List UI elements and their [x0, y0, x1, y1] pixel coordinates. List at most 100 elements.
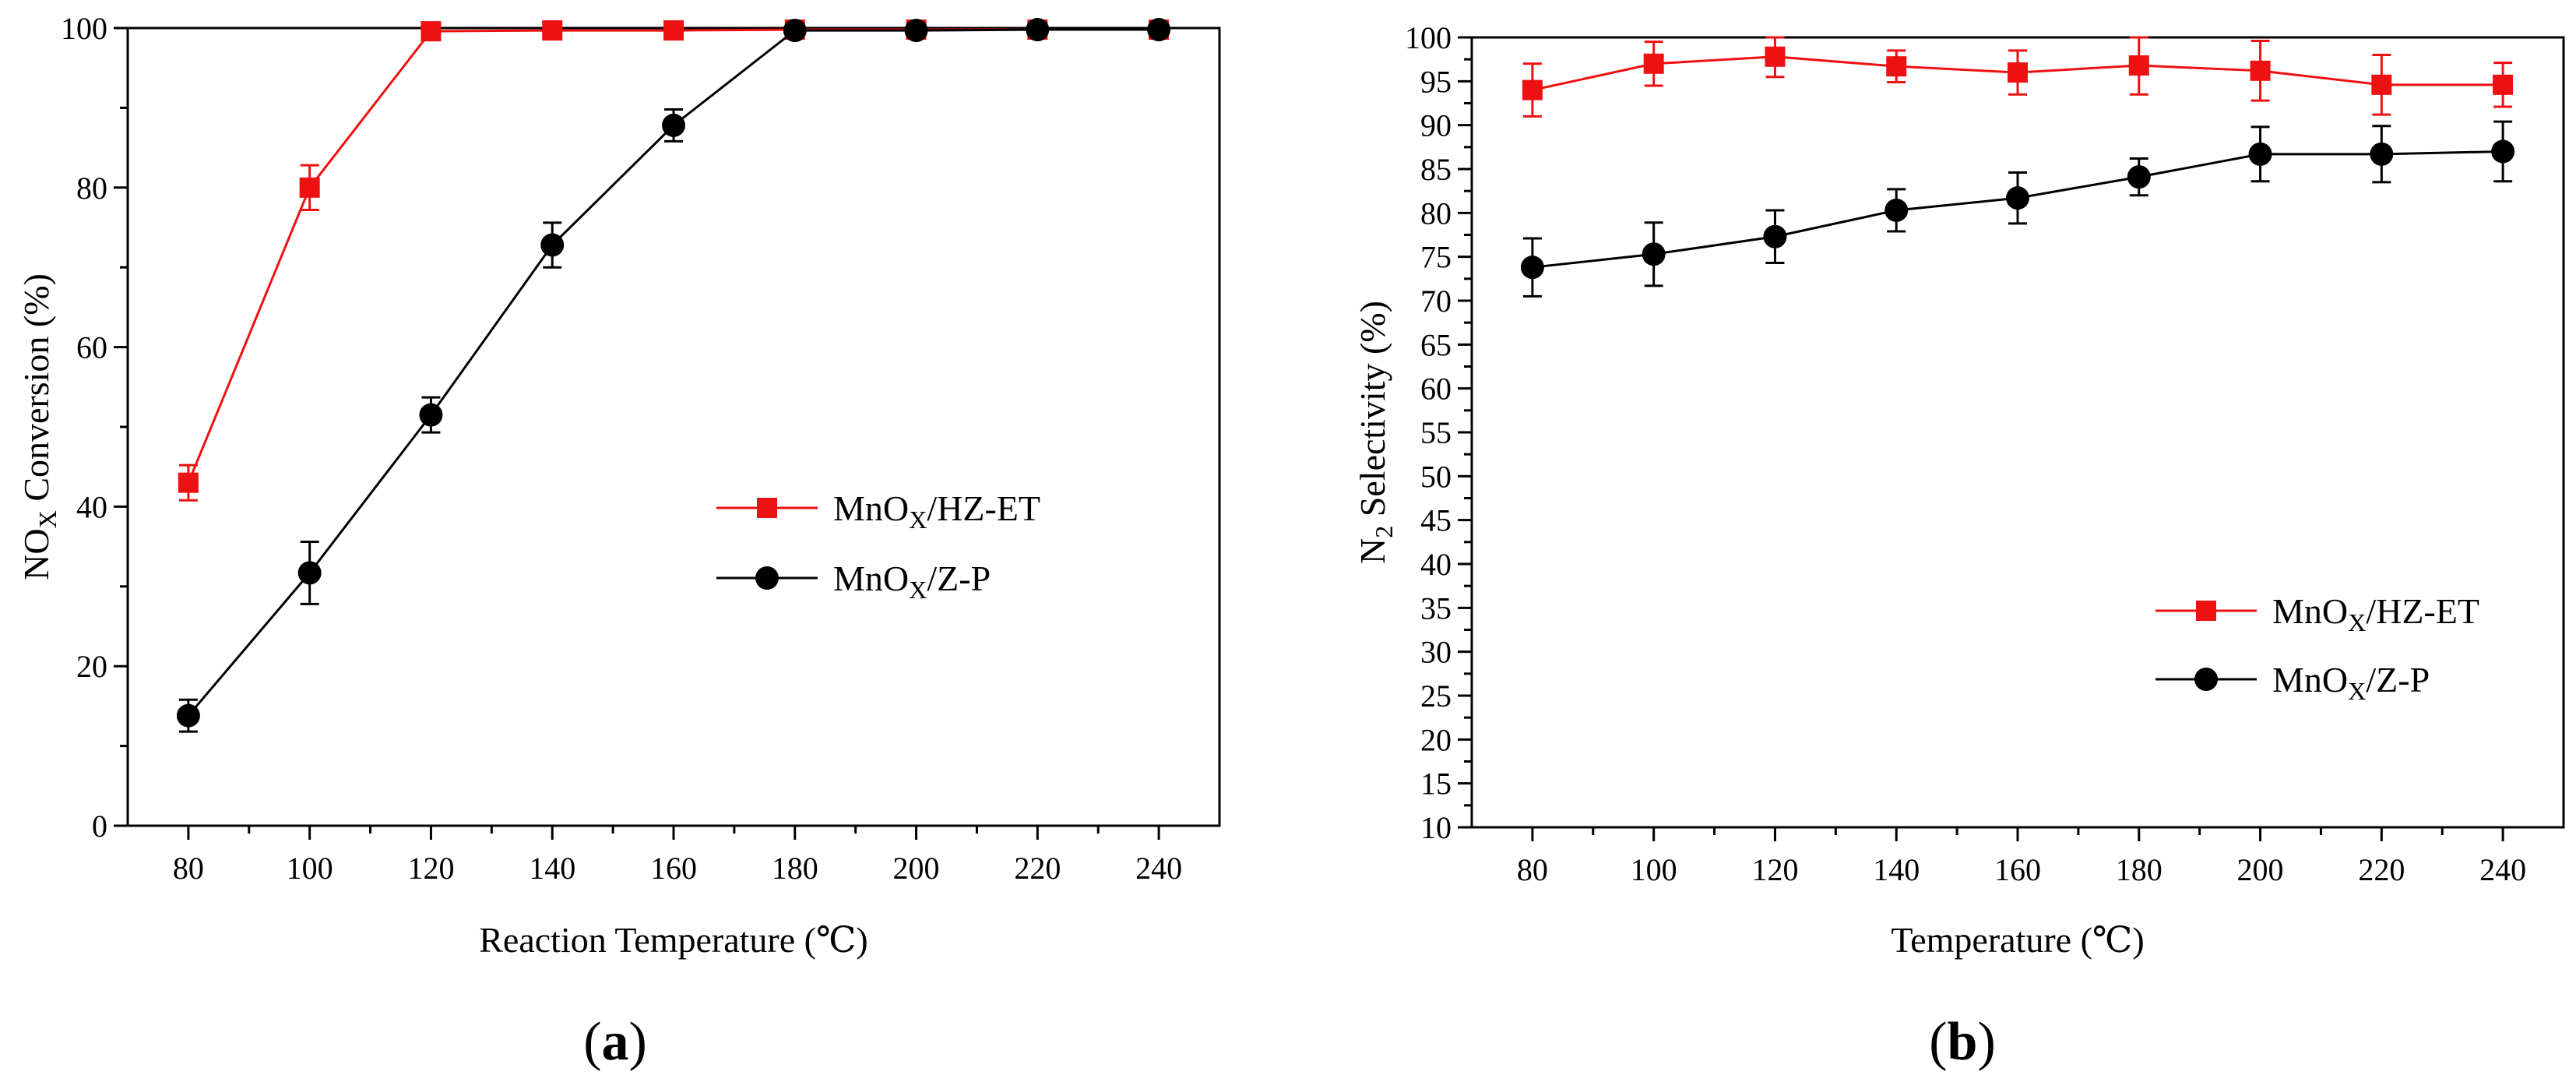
x-tick-label: 100 [287, 851, 333, 886]
x-tick-label: 140 [529, 851, 575, 886]
y-tick-label: 20 [76, 649, 107, 684]
y-tick-label: 60 [76, 330, 107, 365]
data-point [540, 233, 565, 257]
y-tick-label: 85 [1420, 152, 1452, 187]
y-tick-label: 20 [1420, 722, 1452, 757]
legend-label: MnOX/Z-P [2272, 660, 2430, 705]
data-point [2127, 165, 2151, 189]
panel-label-close: ) [1977, 1012, 1995, 1072]
data-point [2493, 74, 2514, 95]
y-tick-label: 100 [61, 11, 107, 46]
y-axis-title-part: N [1353, 538, 1392, 564]
y-tick-label: 65 [1420, 327, 1452, 362]
y-axis-title-part: Conversion (%) [16, 273, 56, 510]
data-point [1643, 53, 1664, 74]
x-tick-label: 120 [1751, 852, 1798, 887]
y-tick-label: 0 [92, 809, 107, 844]
x-tick-label: 140 [1873, 852, 1920, 887]
data-point [1147, 18, 1171, 42]
data-point [663, 20, 684, 41]
data-point [1763, 224, 1787, 248]
legend-label-part: MnO [2272, 660, 2348, 700]
data-point [178, 472, 199, 493]
legend: MnOX/HZ-ET MnOX/Z-P [2155, 591, 2479, 705]
x-tick-label: 120 [407, 851, 454, 886]
legend-label: MnOX/HZ-ET [2272, 591, 2479, 636]
data-point [662, 113, 685, 137]
legend-marker [757, 498, 777, 518]
y-tick-label: 55 [1420, 415, 1452, 450]
y-tick-label: 50 [1420, 459, 1452, 494]
data-point [2008, 62, 2028, 83]
data-point [1522, 79, 1543, 100]
y-tick-label: 80 [76, 171, 107, 206]
data-point [1886, 56, 1907, 77]
y-tick-label: 25 [1420, 678, 1452, 714]
chart-panel-a: 80 100 120 140 160 180 200 220 240 0 20 40 60 80 100 Re… [16, 11, 1221, 1072]
data-point [2371, 74, 2392, 95]
x-axis-title-part: Reaction Temperature (℃) [479, 920, 868, 960]
legend-label-part: MnO [833, 559, 909, 598]
x-tick-label: 240 [2479, 852, 2526, 887]
panel-label-letter: b [1948, 1012, 1978, 1072]
x-tick-label: 220 [1014, 851, 1061, 886]
series-1 [1520, 120, 2515, 298]
plot-frame [1470, 36, 2565, 829]
legend-label-part: X [909, 576, 927, 604]
legend-label-part: /Z-P [927, 559, 991, 598]
data-point [1765, 46, 1786, 67]
legend-label: MnOX/HZ-ET [833, 488, 1040, 534]
panel-label: (a) [583, 1012, 647, 1072]
series-line [187, 28, 1160, 484]
x-axis-title: Reaction Temperature (℃) [479, 920, 868, 960]
panel-label-letter: a [602, 1012, 629, 1072]
legend-label-part: /HZ-ET [927, 488, 1040, 528]
legend-label-part: X [2348, 608, 2366, 636]
x-tick-label: 160 [1994, 852, 2041, 887]
y-tick-label: 30 [1420, 635, 1452, 670]
data-point [904, 19, 928, 43]
x-tick-label: 200 [2237, 852, 2284, 887]
data-point [299, 177, 320, 198]
data-point [2248, 142, 2272, 166]
x-tick-label: 180 [2116, 852, 2163, 887]
series-0 [178, 19, 1170, 502]
legend-label-part: MnO [833, 488, 909, 528]
data-point [1520, 256, 1544, 280]
data-point [2370, 142, 2394, 166]
y-axis-title: NOX Conversion (%) [16, 273, 62, 580]
x-tick-label: 180 [772, 851, 818, 886]
y-axis-title-part: NO [16, 528, 56, 580]
data-point [783, 19, 807, 43]
legend-marker [2194, 668, 2218, 691]
y-axis-title-part: X [33, 510, 62, 528]
y-tick-label: 35 [1420, 590, 1452, 626]
y-tick-label: 90 [1420, 108, 1452, 143]
x-axis-title: Temperature (℃) [1891, 920, 2144, 960]
data-point [419, 403, 443, 427]
series-0 [1522, 36, 2514, 118]
legend-label-part: /HZ-ET [2366, 591, 2479, 631]
data-point [542, 20, 563, 41]
x-tick-label: 80 [1517, 852, 1548, 887]
data-point [176, 703, 200, 728]
data-point [1884, 198, 1909, 222]
data-point [2491, 139, 2515, 164]
data-point [2128, 55, 2149, 76]
y-axis-title-part: Selectivity (%) [1353, 301, 1392, 526]
legend-label-part: X [909, 506, 927, 534]
chart-panel-b: 80 100 120 140 160 180 200 220 240 10 15 20 25 30 35 40… [1353, 20, 2565, 1072]
legend-label-part: MnO [2272, 591, 2348, 631]
y-tick-label: 60 [1420, 372, 1452, 407]
x-tick-label: 200 [893, 851, 940, 886]
y-tick-label: 80 [1420, 196, 1452, 231]
data-point [421, 21, 442, 42]
data-point [1026, 18, 1050, 42]
y-tick-label: 70 [1420, 284, 1452, 319]
x-tick-label: 220 [2358, 852, 2405, 887]
panel-label-open: ( [1929, 1012, 1947, 1072]
x-tick-label: 240 [1135, 851, 1182, 886]
plot-frame [126, 26, 1221, 827]
